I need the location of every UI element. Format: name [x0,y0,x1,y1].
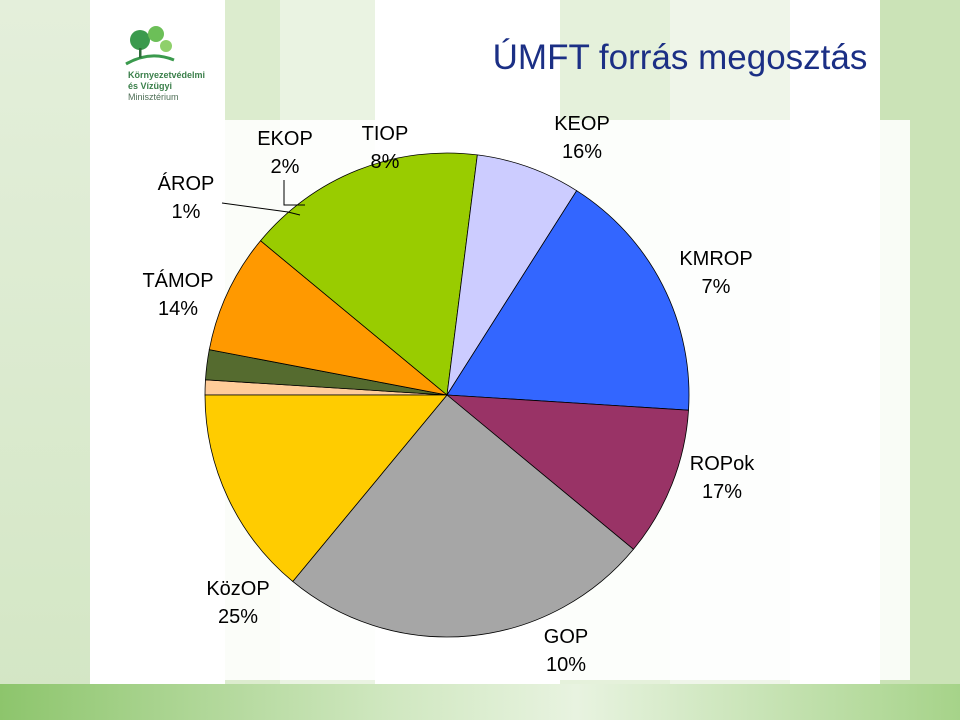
slice-label: KözOP 25% [206,578,269,628]
slice-label: ROPok 17% [690,453,755,503]
logo-background [90,0,225,120]
slice-name: ÁROP [158,172,215,195]
logo-line: és Vízügyi [128,81,173,91]
slice-name: ROPok [690,453,755,475]
slice-label: TÁMOP 14% [142,269,213,320]
slice-label: GOP 10% [544,626,588,676]
tree-logo-icon [125,26,175,66]
logo-line: Minisztérium [128,92,179,102]
slice-percent: 14% [158,298,198,320]
slice-name: TÁMOP [142,269,213,292]
logo-text: Környezetvédelmi és Vízügyi Minisztérium [128,70,205,103]
leader-line [283,180,305,206]
pie-slice-ropok [446,190,690,411]
slice-percent: 25% [218,606,258,628]
slice-label: TIOP 8% [362,123,409,173]
slice-name: KMROP [679,248,752,270]
logo-line: Környezetvédelmi [128,70,206,80]
slice-percent: 1% [172,201,201,223]
slice-name: TIOP [362,123,409,145]
pie-slice-kmrop [446,154,578,396]
slice-percent: 2% [271,156,300,178]
background-band [0,0,90,720]
pie-slice-keop [259,152,478,396]
pie-slice-gop [445,394,689,550]
slice-percent: 16% [562,141,602,163]
slice-name: GOP [544,626,588,648]
slice-name: EKOP [257,128,313,150]
slice-percent: 7% [702,276,731,298]
slice-name: KözOP [206,578,269,600]
pie-slice-közop [292,394,635,638]
slice-percent: 10% [546,654,586,676]
slice-percent: 8% [371,151,400,173]
pie-slice-támop [204,394,448,583]
pie-slice-tiop [208,240,448,396]
slice-label: KMROP 7% [679,248,752,298]
slice-percent: 17% [702,481,742,503]
page-title: ÚMFT forrás megosztás [492,38,868,77]
footer-band [0,684,960,720]
leader-line [221,202,301,216]
slice-label: EKOP 2% [257,128,313,178]
slice-label: ÁROP 1% [158,172,215,223]
slice-label: KEOP 16% [554,113,610,163]
ministry-logo [120,20,230,110]
slice-name: KEOP [554,113,610,135]
